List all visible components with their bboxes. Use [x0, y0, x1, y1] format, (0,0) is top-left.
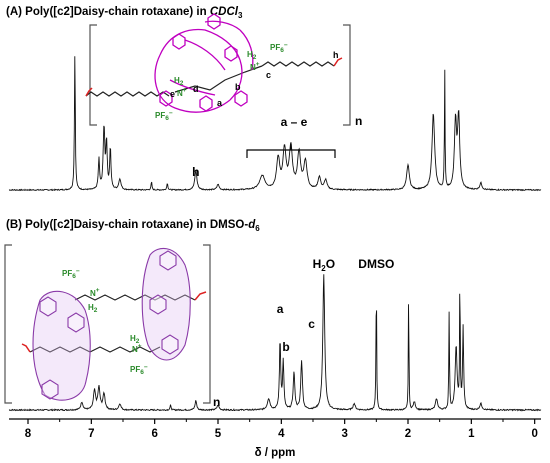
x-tick-label-7: 7	[88, 428, 94, 440]
panel-b-pf6-bottom: PF6−	[130, 364, 148, 376]
panel-a-crown-ether	[154, 13, 254, 113]
x-tick-label-5: 5	[215, 428, 222, 440]
panel-a-axle	[174, 65, 263, 93]
panel-a-title: (A) Poly([c2]Daisy-chain rotaxane) in CD…	[6, 6, 243, 20]
x-tick-label-4: 4	[278, 428, 285, 440]
panel-a-n-left: N+	[177, 87, 187, 98]
panel-a-repeat-n: n	[355, 114, 362, 128]
panel-b-bracket-left	[4, 244, 12, 404]
x-axis: 8 7 6 5 4 3 2 1 0	[9, 418, 541, 440]
panel-a-n-right: N+	[250, 61, 260, 72]
panel-a-chain-right	[261, 61, 335, 67]
x-tick-label-3: 3	[341, 428, 347, 440]
panel-a-label-a: a	[217, 98, 223, 108]
panel-a-pf6-right: PF6−	[270, 42, 288, 54]
panel-b-chain-bottom-end	[21, 343, 31, 353]
panel-a-bracket-left	[89, 24, 97, 126]
panel-b-chain-top-end	[194, 291, 207, 301]
panel-a: (A) Poly([c2]Daisy-chain rotaxane) in CD…	[6, 6, 542, 192]
panel-b-chain-bottom	[29, 346, 161, 353]
panel-b-crown-ether-right	[141, 247, 191, 361]
panel-a-chain-left	[85, 91, 170, 97]
panel-b-nh2-bottom: H2	[130, 334, 140, 345]
panel-b-spectrum	[8, 274, 542, 412]
panel-b-peak-label-a: a	[277, 302, 284, 316]
panel-a-peak-label-a-e: a – e	[281, 115, 308, 129]
x-tick-label-8: 8	[25, 428, 32, 440]
panel-a-chain-right-end	[333, 57, 343, 67]
panel-b-pf6-top: PF6−	[62, 268, 80, 280]
panel-a-label-d: d	[193, 84, 199, 94]
panel-b-peak-label-c: c	[308, 317, 315, 331]
panel-a-chain-left-end	[85, 87, 93, 97]
panel-a-label-e: e	[170, 89, 175, 99]
x-tick-label-2: 2	[405, 428, 411, 440]
panel-b-chain-top	[74, 294, 196, 301]
panel-a-nh2-right: H2	[247, 50, 257, 61]
panel-a-label-h: h	[333, 50, 339, 60]
panel-b-repeat-n: n	[213, 395, 220, 409]
panel-b-n-top: N+	[90, 287, 100, 298]
panel-a-nh2-left: H2	[174, 76, 184, 87]
panel-b-title: (B) Poly([c2]Daisy-chain rotaxane) in DM…	[6, 219, 260, 233]
panel-b-n-bottom: N+	[132, 343, 142, 354]
panel-b: (B) Poly([c2]Daisy-chain rotaxane) in DM…	[4, 219, 542, 412]
panel-b-bracket-right	[203, 244, 211, 404]
panel-b-peak-label-dmso: DMSO	[358, 257, 394, 271]
panel-b-nh2-top: H2	[88, 303, 98, 314]
panel-a-spectrum	[8, 56, 542, 192]
x-tick-label-0: 0	[531, 428, 537, 440]
panel-b-peak-label-b: b	[282, 340, 289, 354]
x-tick-label-6: 6	[151, 428, 157, 440]
panel-a-label-b: b	[235, 82, 241, 92]
panel-a-pf6-left: PF6−	[155, 110, 173, 122]
x-axis-label: δ / ppm	[255, 447, 296, 459]
panel-a-bracket-right	[343, 24, 351, 126]
panel-b-crown-ether-left	[32, 290, 91, 401]
panel-b-peak-label-h2o: H2O	[313, 257, 335, 273]
panel-a-label-c: c	[266, 70, 271, 80]
x-tick-label-1: 1	[468, 428, 475, 440]
